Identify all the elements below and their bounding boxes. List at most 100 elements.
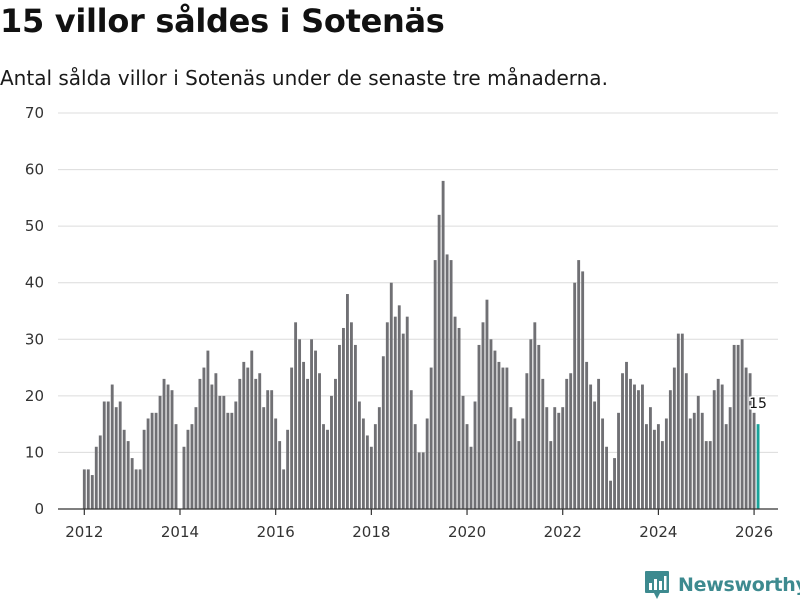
bar-36 (226, 412, 230, 509)
bar-91 (445, 254, 449, 509)
bar-120 (561, 407, 565, 509)
bar-30 (202, 367, 206, 509)
bar-110 (521, 418, 525, 509)
bar-118 (553, 407, 557, 509)
bar-17 (150, 412, 154, 509)
bar-60 (322, 424, 325, 509)
y-tick-label-0: 0 (34, 500, 44, 518)
bar-38 (234, 401, 238, 509)
bar-127 (589, 384, 593, 509)
bar-6 (106, 401, 110, 509)
bar-32 (210, 384, 214, 509)
bar-43 (254, 378, 258, 509)
bar-93 (453, 316, 457, 509)
bar-82 (409, 390, 413, 509)
x-tick-label-2012: 2012 (65, 523, 103, 541)
bar-162 (728, 407, 732, 509)
bar-99 (477, 344, 481, 509)
bar-143 (652, 429, 656, 509)
bar-159 (716, 378, 720, 509)
bar-33 (214, 373, 218, 509)
bar-130 (601, 418, 605, 509)
bar-11 (126, 441, 130, 509)
bar-80 (401, 333, 405, 509)
bar-13 (134, 469, 138, 509)
bar-62 (330, 395, 333, 509)
bar-108 (513, 418, 517, 509)
bar-137 (629, 378, 632, 509)
bar-12 (130, 458, 134, 509)
bar-68 (353, 344, 357, 509)
bar-10 (122, 429, 126, 509)
bar-166 (744, 367, 748, 509)
bar-66 (346, 294, 349, 509)
bar-46 (266, 390, 270, 509)
bar-40 (242, 361, 246, 509)
bar-156 (704, 441, 708, 509)
bar-122 (569, 373, 573, 509)
bar-98 (473, 401, 477, 509)
bar-146 (664, 418, 668, 509)
bar-117 (549, 441, 553, 509)
bar-19 (158, 395, 162, 509)
bar-63 (334, 378, 337, 509)
bar-168 (752, 412, 756, 509)
bar-133 (613, 458, 616, 509)
bar-53 (294, 322, 298, 509)
bar-161 (724, 424, 728, 509)
bar-42 (250, 350, 254, 509)
bar-41 (246, 367, 250, 509)
bar-21 (166, 384, 170, 509)
x-axis-labels: 2012 2014 2016 2018 2020 2022 2024 2026 (65, 523, 773, 541)
x-axis (58, 508, 778, 515)
bar-52 (290, 367, 294, 509)
bar-84 (417, 452, 421, 509)
bar-90 (441, 180, 445, 509)
bar-79 (397, 305, 401, 509)
bar-65 (342, 327, 345, 509)
bar-34 (218, 395, 222, 509)
bar-58 (314, 350, 317, 509)
y-tick-label-50: 50 (25, 217, 44, 235)
bar-27 (190, 424, 194, 509)
bar-86 (425, 418, 429, 509)
bar-125 (581, 271, 585, 509)
bar-67 (349, 322, 353, 509)
bar-49 (278, 441, 282, 509)
x-tick-label-2024: 2024 (639, 523, 677, 541)
bar-134 (617, 412, 620, 509)
bar-5 (102, 401, 106, 509)
bar-77 (389, 282, 393, 509)
bar-115 (541, 378, 545, 509)
bar-160 (720, 384, 724, 509)
bar-57 (310, 339, 313, 509)
bar-105 (501, 367, 505, 509)
bar-96 (465, 424, 469, 509)
bar-28 (194, 407, 198, 509)
bar-64 (338, 344, 341, 509)
bar-109 (517, 441, 521, 509)
bar-136 (625, 361, 628, 509)
bar-104 (497, 361, 501, 509)
bar-25 (182, 446, 186, 509)
bar-142 (648, 407, 652, 509)
bar-50 (282, 469, 286, 509)
bar-129 (597, 378, 601, 509)
bar-141 (645, 424, 648, 509)
bar-22 (170, 390, 174, 509)
bar-140 (641, 384, 644, 509)
bar-158 (712, 390, 716, 509)
bar-92 (449, 260, 453, 509)
bar-138 (633, 384, 636, 509)
bar-128 (593, 401, 597, 509)
bar-103 (493, 350, 497, 509)
bar-155 (700, 412, 704, 509)
bar-2 (90, 475, 94, 509)
bar-89 (437, 214, 441, 509)
bar-45 (262, 407, 266, 509)
bar-164 (736, 344, 740, 509)
y-tick-label-70: 70 (25, 104, 44, 122)
bar-119 (557, 412, 561, 509)
bar-124 (577, 260, 581, 509)
